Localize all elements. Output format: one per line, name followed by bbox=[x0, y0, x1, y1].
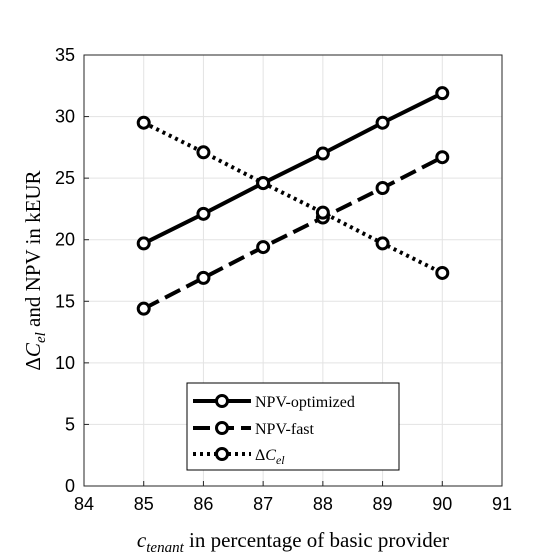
series-line-npv-fast bbox=[142, 155, 444, 311]
x-tick-label-90: 90 bbox=[432, 494, 452, 514]
x-tick-label-85: 85 bbox=[134, 494, 154, 514]
legend-entry-npv-fast: NPV-fast bbox=[193, 421, 315, 438]
data-point-c-el-89 bbox=[375, 236, 390, 251]
data-point-npv-fast-85 bbox=[136, 301, 151, 316]
axes-box bbox=[83, 54, 503, 487]
x-axis-label-sub: tenant bbox=[146, 540, 184, 552]
data-point-npv-optimized-89 bbox=[375, 115, 390, 130]
legend-entry-npv-optimized: NPV-optimized bbox=[193, 394, 355, 411]
data-point-c-el-88 bbox=[315, 205, 330, 220]
legend-label-delta-cel-sub: el bbox=[276, 453, 285, 467]
x-axis-label: ctenant in percentage of basic provider bbox=[137, 528, 449, 552]
x-tick-label-84: 84 bbox=[74, 494, 94, 514]
x-axis-label-var: c bbox=[137, 528, 147, 552]
legend: NPV-optimized NPV-fast ΔCel bbox=[186, 382, 400, 471]
y-tick-label-5: 5 bbox=[65, 414, 75, 434]
legend-label-npv-optimized: NPV-optimized bbox=[255, 394, 355, 411]
data-point-npv-optimized-86 bbox=[196, 206, 211, 221]
x-tick-label-89: 89 bbox=[373, 494, 393, 514]
legend-label-delta-cel-prefix: Δ bbox=[255, 447, 265, 464]
data-point-c-el-86 bbox=[196, 145, 211, 160]
data-point-npv-optimized-90 bbox=[435, 86, 450, 101]
legend-label-npv-fast: NPV-fast bbox=[255, 421, 315, 438]
y-tick-label-20: 20 bbox=[55, 230, 75, 250]
y-tick-label-30: 30 bbox=[55, 107, 75, 127]
legend-label-delta-cel-var: C bbox=[265, 447, 276, 464]
data-point-npv-fast-90 bbox=[435, 150, 450, 165]
legend-marker-npv-fast bbox=[215, 421, 229, 435]
x-tick-label-86: 86 bbox=[193, 494, 213, 514]
y-tick-label-15: 15 bbox=[55, 291, 75, 311]
data-point-npv-optimized-85 bbox=[136, 236, 151, 251]
data-point-npv-optimized-88 bbox=[315, 146, 330, 161]
data-point-c-el-90 bbox=[435, 265, 450, 280]
data-point-npv-fast-86 bbox=[196, 270, 211, 285]
axes bbox=[83, 54, 503, 487]
tick-labels: 84 85 86 87 88 89 90 91 0 5 10 15 20 25 30 35 bbox=[55, 45, 512, 514]
data-point-npv-fast-89 bbox=[375, 180, 390, 195]
y-axis-label-sub: el bbox=[33, 332, 49, 343]
x-tick-label-87: 87 bbox=[253, 494, 273, 514]
legend-entry-delta-cel: ΔCel bbox=[193, 447, 285, 467]
x-tick-label-91: 91 bbox=[492, 494, 512, 514]
y-tick-label-10: 10 bbox=[55, 353, 75, 373]
y-axis-label-prefix: Δ bbox=[21, 357, 45, 371]
y-tick-label-35: 35 bbox=[55, 45, 75, 65]
data-point-c-el-87 bbox=[256, 176, 271, 191]
y-tick-label-25: 25 bbox=[55, 168, 75, 188]
data-point-c-el-85 bbox=[136, 115, 151, 130]
y-axis-label-rest: and NPV in kEUR bbox=[21, 170, 45, 332]
x-axis-label-rest: in percentage of basic provider bbox=[184, 528, 449, 552]
x-tick-label-88: 88 bbox=[313, 494, 333, 514]
legend-marker-npv-optimized bbox=[215, 394, 229, 408]
y-axis-label-var: C bbox=[21, 342, 45, 357]
series-layer bbox=[136, 86, 450, 316]
legend-label-delta-cel: ΔCel bbox=[255, 447, 285, 467]
y-tick-label-0: 0 bbox=[65, 476, 75, 496]
series-line-npv-optimized bbox=[142, 91, 444, 246]
legend-marker-delta-cel bbox=[215, 447, 229, 461]
data-point-npv-fast-87 bbox=[256, 240, 271, 255]
y-axis-label: ΔCel and NPV in kEUR bbox=[21, 170, 49, 370]
